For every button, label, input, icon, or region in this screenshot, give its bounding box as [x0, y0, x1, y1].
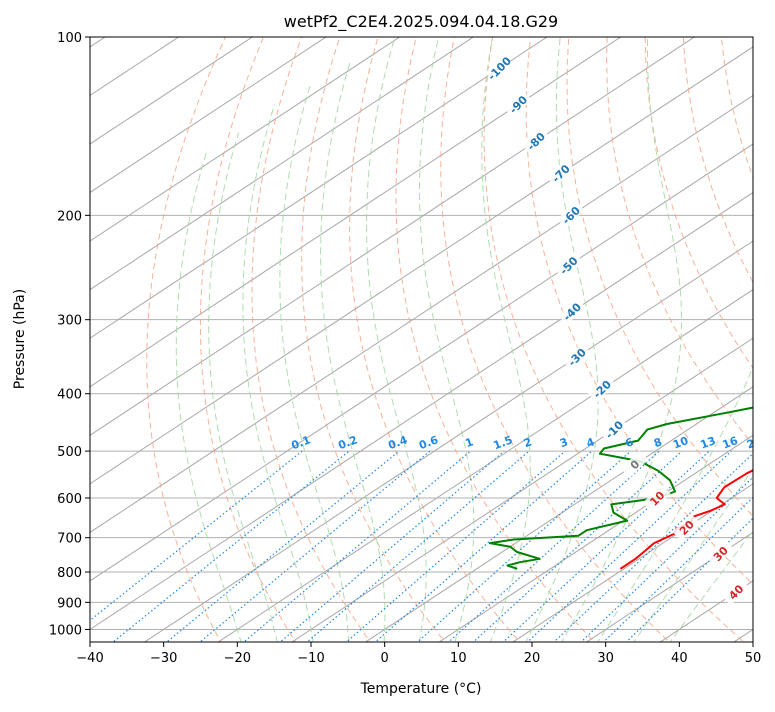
- chart-title: wetPf2_C2E4.2025.094.04.18.G29: [284, 12, 558, 32]
- x-tick-label: 30: [597, 651, 614, 666]
- y-tick-label: 300: [57, 314, 82, 329]
- y-axis-label: Pressure (hPa): [12, 289, 28, 389]
- x-tick-label: −10: [297, 651, 324, 666]
- y-tick-label: 200: [57, 209, 82, 224]
- x-axis-label: Temperature (°C): [360, 681, 482, 697]
- x-tick-label: 10: [450, 651, 467, 666]
- x-tick-label: 0: [381, 651, 389, 666]
- x-tick-label: 50: [745, 651, 762, 666]
- y-tick-label: 700: [57, 532, 82, 547]
- y-tick-label: 400: [57, 388, 82, 403]
- x-tick-label: 20: [524, 651, 541, 666]
- x-tick-label: −20: [224, 651, 251, 666]
- y-tick-label: 900: [57, 596, 82, 611]
- x-tick-label: −40: [76, 651, 103, 666]
- x-tick-label: 40: [671, 651, 688, 666]
- y-tick-label: 500: [57, 445, 82, 460]
- y-tick-label: 800: [57, 566, 82, 581]
- y-tick-label: 100: [57, 31, 82, 46]
- y-tick-label: 600: [57, 492, 82, 507]
- y-tick-label: 1000: [49, 623, 82, 638]
- x-tick-label: −30: [150, 651, 177, 666]
